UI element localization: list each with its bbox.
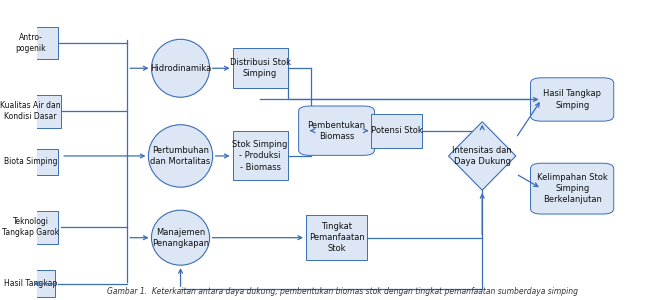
Text: Kelimpahan Stok
Simping
Berkelanjutan: Kelimpahan Stok Simping Berkelanjutan — [537, 173, 608, 204]
FancyBboxPatch shape — [233, 48, 287, 88]
FancyBboxPatch shape — [0, 95, 61, 128]
Text: Stok Simping
- Produksi
- Biomass: Stok Simping - Produksi - Biomass — [233, 140, 288, 172]
Text: Distribusi Stok
Simping: Distribusi Stok Simping — [229, 58, 291, 78]
FancyBboxPatch shape — [3, 211, 58, 244]
Text: Pertumbuhan
dan Mortalitas: Pertumbuhan dan Mortalitas — [150, 146, 211, 166]
FancyBboxPatch shape — [306, 215, 367, 260]
Text: Manajemen
Penangkapan: Manajemen Penangkapan — [152, 228, 209, 248]
Text: Hasil Tangkap: Hasil Tangkap — [4, 279, 57, 288]
Text: Hidrodinamika: Hidrodinamika — [150, 64, 211, 73]
FancyBboxPatch shape — [233, 131, 287, 181]
FancyBboxPatch shape — [3, 27, 58, 59]
FancyBboxPatch shape — [530, 163, 614, 214]
FancyBboxPatch shape — [298, 106, 374, 155]
FancyBboxPatch shape — [3, 148, 58, 175]
Ellipse shape — [148, 125, 213, 187]
FancyBboxPatch shape — [371, 114, 422, 148]
Text: Pembentukan
Biomass: Pembentukan Biomass — [307, 121, 365, 141]
Text: Kualitas Air dan
Kondisi Dasar: Kualitas Air dan Kondisi Dasar — [0, 101, 61, 122]
Text: Intensitas dan
Daya Dukung: Intensitas dan Daya Dukung — [452, 146, 512, 166]
FancyBboxPatch shape — [530, 78, 614, 121]
Polygon shape — [448, 122, 516, 190]
Text: Biota Simping: Biota Simping — [4, 158, 57, 166]
Text: Potensi Stok: Potensi Stok — [370, 126, 422, 135]
FancyBboxPatch shape — [6, 270, 55, 297]
Text: Tingkat
Pemanfaatan
Stok: Tingkat Pemanfaatan Stok — [309, 222, 365, 253]
Text: Teknologi
Tangkap Garok: Teknologi Tangkap Garok — [2, 217, 59, 237]
Ellipse shape — [151, 210, 209, 265]
Text: Hasil Tangkap
Simping: Hasil Tangkap Simping — [543, 89, 601, 110]
Text: Antro-
pogenik: Antro- pogenik — [16, 33, 46, 53]
Text: Gambar 1.  Keterkaitan antara daya dukung, pembentukan biomas stok dengan tingka: Gambar 1. Keterkaitan antara daya dukung… — [107, 286, 578, 296]
Ellipse shape — [151, 39, 209, 97]
